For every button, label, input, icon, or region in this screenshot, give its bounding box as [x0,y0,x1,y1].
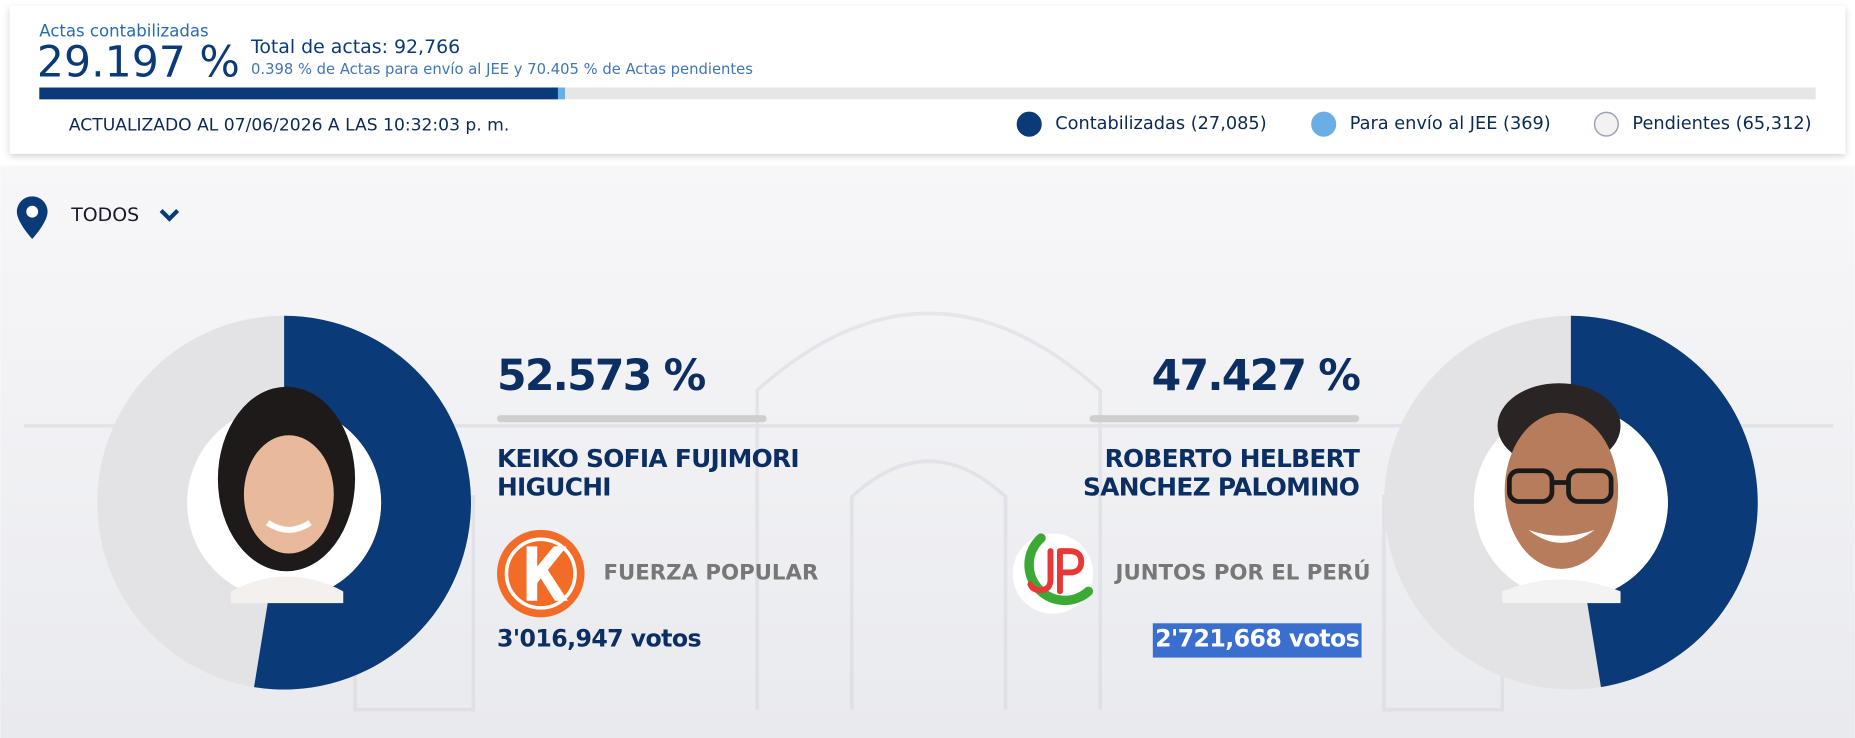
chevron[interactable] [159,209,180,222]
location-filter[interactable]: TODOS [16,196,180,239]
subtitle: 0.398 % de Actas para envío al JEE y 70.… [251,61,753,78]
counted-label: Actas contabilizadas [39,21,208,40]
pin-dot [26,205,39,218]
progress-jee [557,87,566,100]
total-actas: Total de actas: 92,766 [250,36,460,58]
selection-highlight [1152,623,1362,658]
legend-swatch [1016,111,1042,137]
filter-label[interactable]: TODOS [70,204,139,226]
candidate-percent: 52.573 % [497,351,706,401]
progress-counted [39,87,558,100]
party-name: JUNTOS POR EL PERÚ [1114,560,1371,586]
candidate-name: KEIKO SOFIA FUJIMORI [497,444,799,473]
party-logo [1012,533,1094,614]
summary-card [9,5,1846,154]
legend-label: Pendientes (65,312) [1632,114,1811,134]
votes: 3'016,947 votos [497,624,701,652]
divider [1089,415,1360,423]
legend-swatch [1311,111,1337,137]
legend: Contabilizadas (27,085) Para envío al JEE… [1016,111,1812,137]
votes: 2'721,668 votos [1155,624,1359,652]
legend-label: Para envío al JEE (369) [1350,114,1551,134]
donut-arc [254,315,471,690]
counted-percent: 29.197 % [37,38,240,88]
legend-label: Contabilizadas (27,085) [1055,114,1266,134]
candidate-photo [187,386,382,604]
candidate-name: SANCHEZ PALOMINO [1083,472,1359,501]
party-name: FUERZA POPULAR [603,561,818,586]
candidate-name: HIGUCHI [497,472,611,501]
legend-swatch [1593,111,1619,137]
updated: ACTUALIZADO AL 07/06/2026 A LAS 10:32:03… [69,115,509,135]
candidate-percent: 47.427 % [1152,351,1361,401]
divider [497,415,767,423]
candidate-name: ROBERTO HELBERT [1105,444,1360,473]
candidate-photo [1473,383,1668,604]
progress-track [39,87,1816,100]
party-logo [497,529,585,618]
